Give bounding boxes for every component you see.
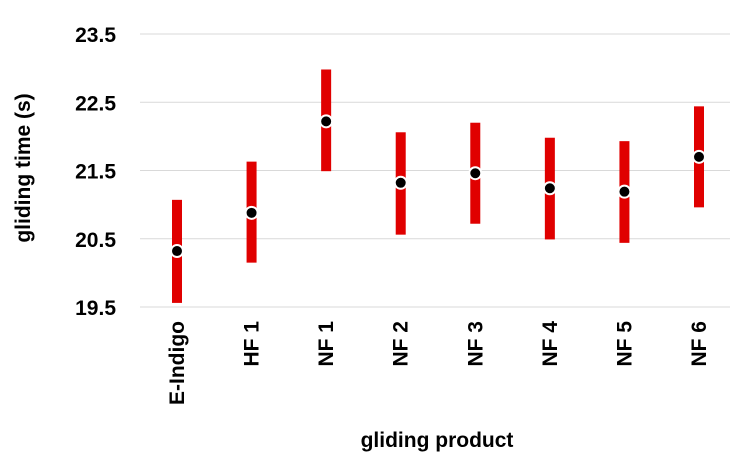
mean-marker (170, 244, 184, 259)
mean-marker (617, 184, 632, 199)
x-tick-label: NF 5 (613, 321, 636, 367)
y-tick-label: 20.5 (75, 229, 116, 252)
y-tick-label: 22.5 (75, 92, 116, 115)
mean-marker (244, 205, 259, 220)
x-tick-label: NF 4 (539, 321, 562, 367)
x-tick-label: E-Indigo (166, 321, 189, 405)
x-axis-label: gliding product (361, 429, 514, 452)
mean-marker (319, 114, 334, 129)
gridlines (140, 33, 730, 308)
mean-marker (692, 149, 706, 164)
x-tick-label: NF 6 (688, 321, 711, 367)
y-tick-label: 23.5 (75, 24, 116, 47)
x-tick-label: HF 1 (241, 321, 264, 367)
error-bars (170, 69, 706, 303)
y-tick-label: 19.5 (75, 297, 116, 320)
mean-marker (393, 175, 408, 190)
x-tick-label: NF 3 (464, 321, 487, 367)
y-tick-label: 21.5 (75, 161, 116, 184)
y-axis-label: gliding time (s) (12, 93, 35, 242)
x-tick-label: NF 2 (390, 321, 413, 367)
mean-marker (468, 166, 483, 181)
x-tick-label: NF 1 (315, 321, 338, 367)
y-axis-ticks: 19.5 20.5 21.5 22.5 23.5 (75, 24, 116, 320)
mean-marker (542, 181, 557, 196)
x-axis-ticks: E-Indigo HF 1 NF 1 NF 2 NF 3 NF 4 NF 5 NF 6 (166, 321, 711, 405)
